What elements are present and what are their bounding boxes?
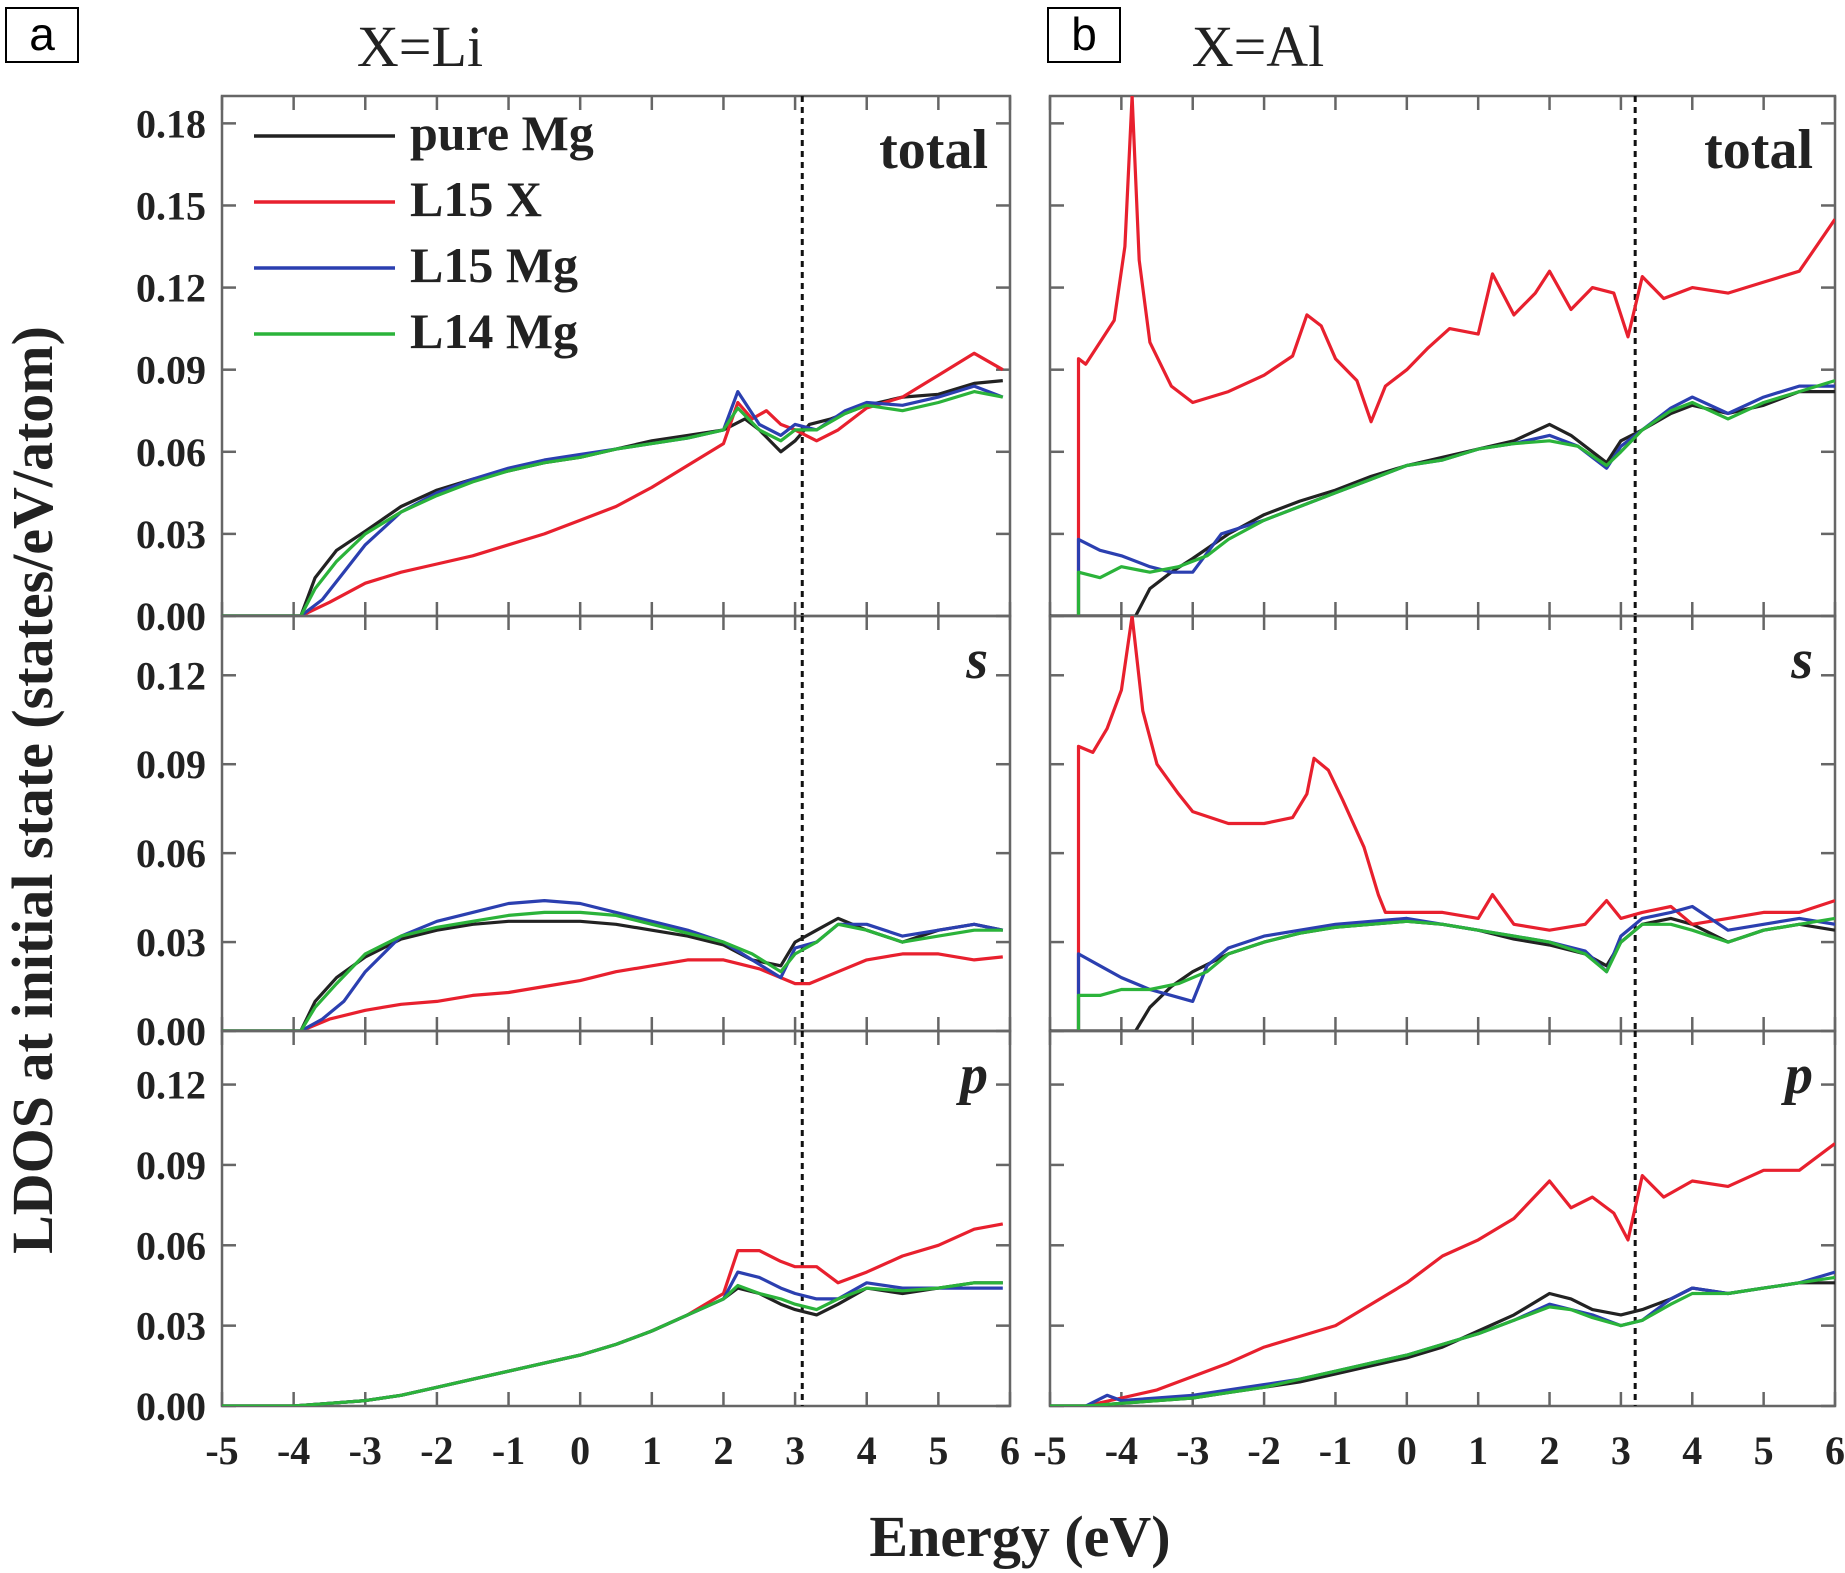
y-tick-label: 0.18 <box>136 101 206 146</box>
x-tick-label: 1 <box>642 1428 662 1473</box>
panel-label: total <box>1704 119 1813 181</box>
series-group <box>222 1222 1004 1406</box>
x-tick-label: 3 <box>1611 1428 1631 1473</box>
series-group <box>1050 96 1835 616</box>
panels-layer: 0.000.030.060.090.120.150.18 total total0.… <box>136 94 1845 1473</box>
legend: pure Mg L15 X L15 Mg L14 Mg <box>254 105 594 359</box>
panel-frame <box>1048 1029 1837 1408</box>
x-tick-label: 3 <box>785 1428 805 1473</box>
x-tick-label: 6 <box>1825 1428 1845 1473</box>
panel-label: total <box>879 119 988 181</box>
y-tick-label: 0.09 <box>136 742 206 787</box>
y-tick-label: 0.03 <box>136 920 206 965</box>
series-line-l15-x <box>1050 1142 1835 1406</box>
x-tick-label: 2 <box>713 1428 733 1473</box>
series-line-l15-x <box>222 1222 1004 1406</box>
x-tick-label: -4 <box>277 1428 310 1473</box>
x-tick-label: 5 <box>928 1428 948 1473</box>
panel-a-p: 0.00 0.03 0.06 0.09 0.12 -5 -4 -3 -2 -1 0 1 2 3 4 5 6 p <box>136 1029 1020 1473</box>
panel-label: p <box>1781 1044 1813 1106</box>
x-tick-label: 2 <box>1540 1428 1560 1473</box>
x-tick-label: 4 <box>857 1428 877 1473</box>
tag-b: b <box>1071 8 1097 60</box>
series-line-l14-mg <box>1050 1275 1835 1406</box>
series-line-l15-x <box>1076 96 1835 616</box>
x-tick-label: 0 <box>1397 1428 1417 1473</box>
legend-label: L14 Mg <box>410 303 578 359</box>
panel-b-p: -5 -4 -3 -2 -1 0 1 2 3 4 5 6 p <box>1033 1029 1845 1473</box>
y-tick-label: 0.00 <box>136 594 206 639</box>
legend-label: L15 X <box>410 171 542 227</box>
y-axis-title: LDOS at initial state (states/eV/atom) <box>0 326 65 1254</box>
y-tick-label: 0.00 <box>136 1384 206 1429</box>
series-line-l15-mg <box>1076 384 1835 616</box>
panel-label: s <box>1790 629 1813 691</box>
legend-label: pure Mg <box>410 105 594 161</box>
column-b-title: X=Al <box>1192 14 1325 79</box>
x-tick-label: 6 <box>1000 1428 1020 1473</box>
x-axis-title: Energy (eV) <box>869 1504 1170 1569</box>
series-group <box>222 899 1004 1031</box>
y-tick-label: 0.15 <box>136 183 206 228</box>
y-tick-label: 0.06 <box>136 430 206 475</box>
series-line-pure-mg <box>1050 390 1835 616</box>
series-line-l14-mg <box>1076 379 1835 616</box>
x-tick-label: 5 <box>1754 1428 1774 1473</box>
series-line-pure-mg <box>1050 916 1835 1031</box>
panel-b-s: s <box>1048 614 1837 1033</box>
y-tick-label: 0.06 <box>136 831 206 876</box>
x-tick-label: 0 <box>570 1428 590 1473</box>
panel-frame <box>1048 614 1837 1033</box>
y-tick-label: 0.12 <box>136 266 206 311</box>
x-tick-label: 4 <box>1682 1428 1702 1473</box>
x-tick-label: -4 <box>1105 1428 1138 1473</box>
series-group <box>1050 616 1835 1031</box>
column-a-title: X=Li <box>357 14 483 79</box>
x-tick-label: -3 <box>1176 1428 1209 1473</box>
tag-a: a <box>29 8 55 60</box>
tag-b-box <box>1047 7 1121 63</box>
x-tick-label: -5 <box>205 1428 238 1473</box>
series-line-l15-x <box>222 952 1003 1031</box>
x-tick-label: -5 <box>1033 1428 1066 1473</box>
panel-frame <box>220 1029 1012 1408</box>
panel-b-total: total <box>1048 94 1837 618</box>
y-tick-label: 0.09 <box>136 1143 206 1188</box>
y-tick-label: 0.12 <box>136 1063 206 1108</box>
series-line-l14-mg <box>222 390 1004 616</box>
panel-frame <box>220 614 1012 1033</box>
series-line-l15-x <box>1076 616 1835 1031</box>
series-line-l15-mg <box>222 384 1004 616</box>
x-tick-label: -3 <box>349 1428 382 1473</box>
y-tick-label: 0.06 <box>136 1223 206 1268</box>
panel-label: s <box>965 629 988 691</box>
y-tick-label: 0.00 <box>136 1009 206 1054</box>
x-tick-label: -1 <box>492 1428 525 1473</box>
x-tick-label: -2 <box>420 1428 453 1473</box>
y-tick-label: 0.03 <box>136 1304 206 1349</box>
tag-a-box <box>5 7 79 63</box>
y-tick-label: 0.03 <box>136 512 206 557</box>
y-tick-label: 0.12 <box>136 653 206 698</box>
panel-a-s: 0.00 0.03 0.06 0.09 0.12 s <box>136 614 1012 1054</box>
series-line-l14-mg <box>1076 916 1835 1031</box>
series-group <box>222 351 1004 616</box>
series-line-l14-mg <box>222 910 1003 1031</box>
x-tick-label: 1 <box>1468 1428 1488 1473</box>
y-tick-label: 0.09 <box>136 348 206 393</box>
series-line-l14-mg <box>222 1281 1003 1406</box>
series-line-l15-x <box>222 351 1004 616</box>
legend-label: L15 Mg <box>410 237 578 293</box>
x-tick-label: -2 <box>1247 1428 1280 1473</box>
panel-label: p <box>956 1044 988 1106</box>
series-group <box>1050 1142 1835 1406</box>
panel-a-total: 0.00 0.03 0.06 0.09 0.12 0.15 0.18 total <box>136 94 1012 639</box>
series-line-l15-mg <box>222 899 1004 1031</box>
x-tick-label: -1 <box>1319 1428 1352 1473</box>
